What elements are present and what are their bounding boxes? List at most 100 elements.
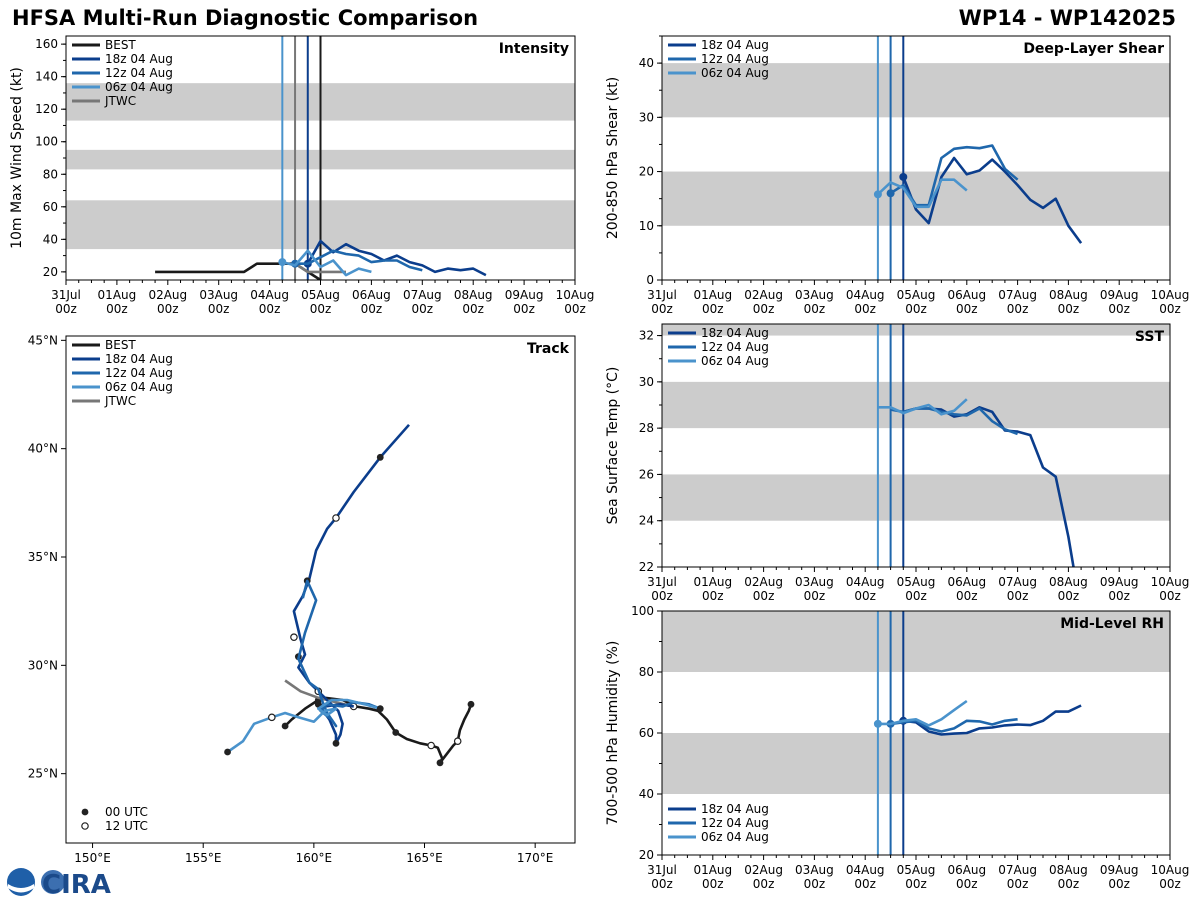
shear-plot-area bbox=[662, 36, 1170, 280]
x-tick-hour: 00z bbox=[702, 589, 724, 603]
x-tick-day: 01Aug bbox=[693, 288, 732, 302]
series-line-12z-04-aug bbox=[297, 579, 381, 728]
x-tick-day: 31Jul bbox=[51, 288, 81, 302]
y-tick-label: 32 bbox=[639, 329, 654, 343]
x-tick-day: 01Aug bbox=[693, 863, 732, 877]
x-tick-label: 05Aug 00z bbox=[897, 863, 936, 891]
x-tick-day: 05Aug bbox=[897, 863, 936, 877]
legend-label: 18z 04 Aug bbox=[701, 326, 769, 340]
x-tick-hour: 00z bbox=[1058, 589, 1080, 603]
legend-label: 06z 04 Aug bbox=[701, 830, 769, 844]
x-tick-hour: 00z bbox=[1058, 302, 1080, 316]
y-tick-label: 60 bbox=[43, 200, 58, 214]
x-tick-label: 04Aug 00z bbox=[846, 288, 885, 316]
x-tick-day: 01Aug bbox=[693, 575, 732, 589]
x-tick-hour: 00z bbox=[804, 877, 826, 891]
y-tick-label: 100 bbox=[631, 604, 654, 618]
threshold-band bbox=[662, 171, 1170, 226]
legend-label: 12z 04 Aug bbox=[105, 366, 173, 380]
x-tick-label: 09Aug 00z bbox=[1100, 863, 1139, 891]
init-point-marker bbox=[873, 719, 882, 728]
x-tick-hour: 00z bbox=[310, 302, 332, 316]
track-panel: 25°N 30°N 35°N 40°N 45°N 150°E 155°E 160°E 165°E… bbox=[28, 333, 576, 865]
y-tick-label: 40 bbox=[639, 56, 654, 70]
x-tick-day: 02Aug bbox=[744, 288, 783, 302]
x-tick-label: 02Aug 00z bbox=[744, 288, 783, 316]
x-tick-hour: 00z bbox=[753, 877, 775, 891]
y-tick-label: 80 bbox=[639, 665, 654, 679]
panel-title: Deep-Layer Shear bbox=[1023, 41, 1164, 57]
x-tick-label: 04Aug 00z bbox=[846, 575, 885, 603]
x-tick-hour: 00z bbox=[753, 589, 775, 603]
y-tick-label: 0 bbox=[646, 273, 654, 287]
y-tick-label: 100 bbox=[35, 135, 58, 149]
x-tick-day: 03Aug bbox=[795, 288, 834, 302]
x-tick-label: 170°E bbox=[517, 851, 554, 865]
x-tick-label: 10Aug 00z bbox=[1151, 575, 1190, 603]
x-tick-label: 01Aug 00z bbox=[98, 288, 137, 316]
x-tick-hour: 00z bbox=[106, 302, 128, 316]
y-tick-label: 140 bbox=[35, 70, 58, 84]
y-axis-label: 200-850 hPa Shear (kt) bbox=[605, 77, 621, 239]
init-point-marker bbox=[899, 172, 908, 181]
panel-title: Mid-Level RH bbox=[1060, 616, 1164, 632]
x-tick-hour: 00z bbox=[905, 589, 927, 603]
series-line-12z-04-aug bbox=[295, 249, 423, 272]
x-tick-label: 150°E bbox=[74, 851, 111, 865]
y-tick-label: 30 bbox=[639, 110, 654, 124]
figure-title: HFSA Multi-Run Diagnostic Comparison bbox=[12, 6, 479, 30]
track-00utc-marker bbox=[467, 700, 475, 708]
series-line-18z-04-aug bbox=[902, 156, 1083, 244]
x-tick-label: 07Aug 00z bbox=[998, 288, 1037, 316]
threshold-band bbox=[662, 324, 1170, 336]
track-00utc-marker bbox=[224, 748, 231, 756]
x-tick-label: 05Aug 00z bbox=[897, 575, 936, 603]
y-tick-label: 40 bbox=[639, 787, 654, 801]
x-tick-day: 08Aug bbox=[1049, 575, 1088, 589]
x-tick-day: 04Aug bbox=[846, 288, 885, 302]
x-tick-day: 07Aug bbox=[998, 288, 1037, 302]
track-00utc-marker bbox=[314, 700, 322, 708]
x-tick-day: 06Aug bbox=[947, 575, 986, 589]
x-tick-label: 02Aug 00z bbox=[148, 288, 187, 316]
sst-plot-area bbox=[662, 324, 1170, 567]
x-tick-day: 07Aug bbox=[403, 288, 442, 302]
series-line-jtwc bbox=[294, 262, 346, 274]
x-tick-label: 09Aug 00z bbox=[505, 288, 544, 316]
series-line-12z-04-aug bbox=[890, 718, 1018, 733]
x-tick-label: 01Aug 00z bbox=[693, 863, 732, 891]
y-tick-label: 40 bbox=[43, 232, 58, 246]
init-point-marker bbox=[886, 189, 895, 198]
x-tick-day: 08Aug bbox=[1049, 863, 1088, 877]
y-tick-label: 120 bbox=[35, 102, 58, 116]
x-tick-hour: 00z bbox=[854, 302, 876, 316]
track-12utc-marker bbox=[427, 741, 435, 750]
x-tick-hour: 00z bbox=[651, 877, 673, 891]
x-tick-day: 04Aug bbox=[846, 863, 885, 877]
x-tick-day: 01Aug bbox=[98, 288, 137, 302]
x-tick-label: 04Aug 00z bbox=[846, 863, 885, 891]
init-point-marker bbox=[278, 258, 287, 267]
x-tick-hour: 00z bbox=[651, 589, 673, 603]
y-tick-label: 160 bbox=[35, 37, 58, 51]
x-tick-label: 07Aug 00z bbox=[998, 575, 1037, 603]
x-tick-day: 07Aug bbox=[998, 863, 1037, 877]
x-tick-label: 09Aug 00z bbox=[1100, 288, 1139, 316]
panel-title: Track bbox=[527, 341, 570, 357]
x-tick-day: 03Aug bbox=[199, 288, 238, 302]
y-tick-label: 10 bbox=[639, 219, 654, 233]
x-tick-label: 160°E bbox=[296, 851, 333, 865]
x-tick-label: 09Aug 00z bbox=[1100, 575, 1139, 603]
x-tick-label: 07Aug 00z bbox=[403, 288, 442, 316]
x-tick-label: 02Aug 00z bbox=[744, 575, 783, 603]
x-tick-day: 06Aug bbox=[947, 288, 986, 302]
legend-label: JTWC bbox=[104, 394, 136, 408]
x-tick-hour: 00z bbox=[1007, 302, 1029, 316]
legend-label: 06z 04 Aug bbox=[105, 80, 173, 94]
legend-label: 06z 04 Aug bbox=[701, 66, 769, 80]
x-tick-hour: 00z bbox=[651, 302, 673, 316]
x-tick-hour: 00z bbox=[702, 302, 724, 316]
series-line-06z-04-aug bbox=[877, 699, 968, 727]
